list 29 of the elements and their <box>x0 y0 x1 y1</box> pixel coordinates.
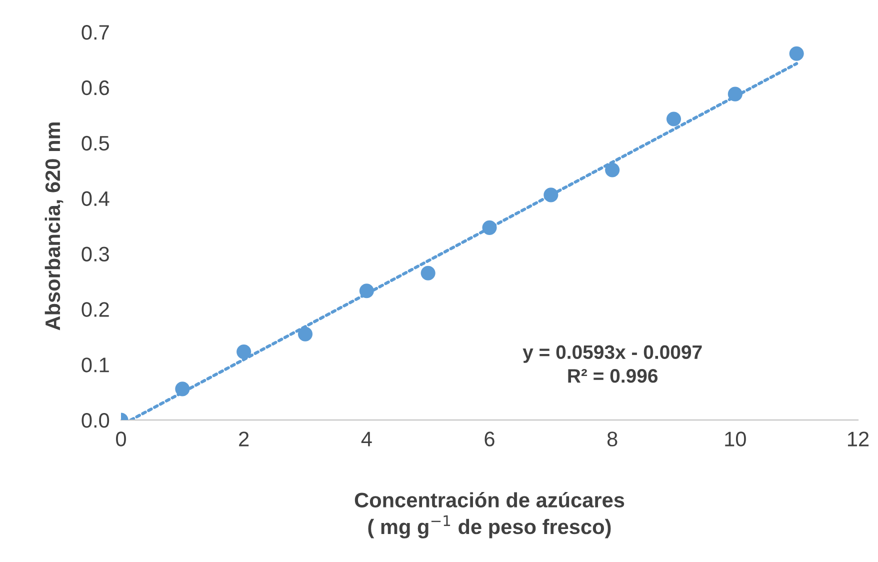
point <box>420 266 436 280</box>
y-axis-title: Absorbancia, 620 nm <box>44 122 64 330</box>
x-tick-label: 2 <box>239 432 249 446</box>
y-tick-label: 0.4 <box>82 191 110 206</box>
y-tick-label: 0.3 <box>82 246 109 262</box>
x-tick-label: 12 <box>848 432 869 446</box>
x-tick-label: 8 <box>607 432 618 446</box>
x-tick-label: 6 <box>484 432 494 446</box>
y-tick-label: 0.7 <box>82 25 109 40</box>
y-tick-label: 0.0 <box>82 413 110 428</box>
point <box>298 326 313 342</box>
point <box>482 220 497 235</box>
x-tick-label: 10 <box>725 432 746 446</box>
point <box>175 382 190 396</box>
annotation: y = 0.0593x - 0.0097 R² = 0.996 <box>522 345 702 383</box>
x-tick-label: 4 <box>361 432 372 446</box>
y-tick-label: 0.2 <box>82 302 109 317</box>
point <box>359 284 374 298</box>
point <box>236 344 252 360</box>
x-tick-label: 0 <box>116 432 126 446</box>
point <box>605 162 620 178</box>
point <box>544 188 558 202</box>
y-tick-label: 0.6 <box>82 80 109 96</box>
point <box>728 86 742 102</box>
y-tick-label: 0.1 <box>82 358 109 372</box>
point <box>789 46 804 61</box>
y-tick-label: 0.5 <box>82 136 110 151</box>
x-axis-title: Concentración de azúcares ( mg g$^{−1}$ de peso fresco) <box>354 492 624 538</box>
point <box>666 112 682 126</box>
